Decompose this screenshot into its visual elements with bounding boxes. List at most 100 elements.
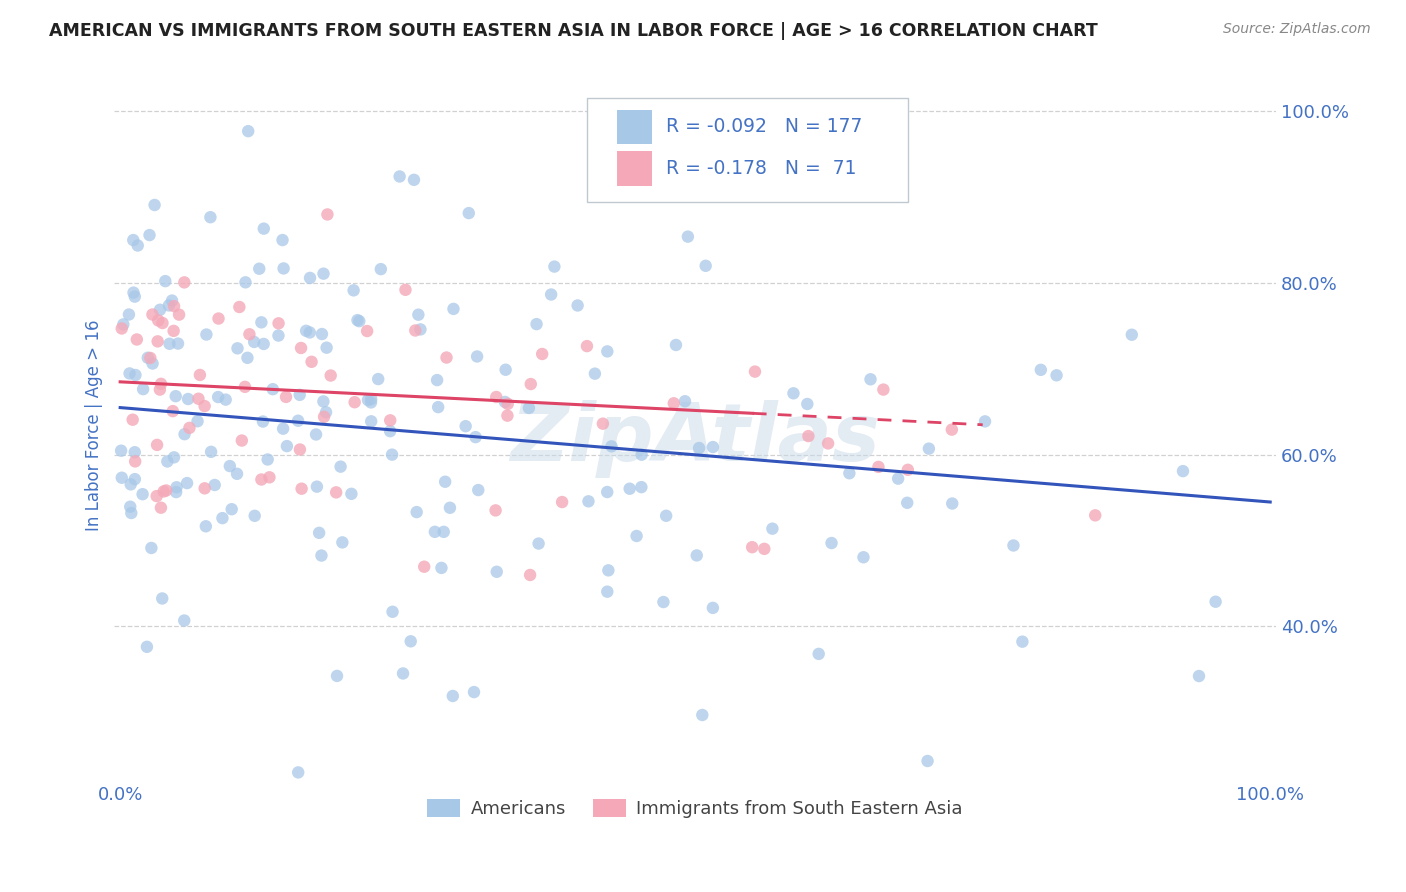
Point — [370, 262, 392, 277]
Point — [626, 529, 648, 543]
Point — [531, 347, 554, 361]
Text: ZipAtlas: ZipAtlas — [510, 400, 880, 478]
Point — [305, 427, 328, 442]
Point — [267, 328, 290, 343]
Point — [291, 482, 314, 496]
Point — [176, 476, 198, 491]
Point — [367, 372, 389, 386]
Point — [896, 496, 918, 510]
Point — [427, 400, 450, 414]
Point — [226, 467, 249, 481]
Point — [796, 397, 818, 411]
Point — [378, 424, 401, 438]
Point — [402, 173, 425, 187]
Point — [149, 500, 172, 515]
Point — [253, 337, 276, 351]
Point — [797, 429, 820, 443]
Point — [138, 228, 160, 243]
Point — [131, 487, 153, 501]
Point — [157, 298, 180, 312]
Point — [163, 299, 186, 313]
Point — [326, 669, 349, 683]
Point — [464, 430, 486, 444]
Point — [820, 536, 842, 550]
Point — [346, 313, 368, 327]
Point — [274, 390, 297, 404]
Point — [253, 221, 276, 235]
Point — [941, 496, 963, 510]
Point — [124, 472, 146, 486]
Point — [259, 470, 281, 484]
Point — [917, 754, 939, 768]
Point — [301, 355, 323, 369]
Point — [298, 271, 321, 285]
Point — [695, 259, 717, 273]
Point — [897, 463, 920, 477]
Point — [692, 708, 714, 723]
Point — [159, 336, 181, 351]
Point — [807, 647, 830, 661]
Point — [111, 471, 134, 485]
Point — [228, 300, 250, 314]
Point — [276, 439, 298, 453]
Point — [305, 480, 328, 494]
Point — [141, 541, 163, 555]
Point — [485, 565, 508, 579]
Point — [543, 260, 565, 274]
Point — [360, 414, 382, 428]
Point — [312, 394, 335, 409]
Point — [316, 207, 339, 221]
Point — [149, 383, 172, 397]
Point — [413, 559, 436, 574]
Point — [141, 308, 163, 322]
Point — [454, 419, 477, 434]
Point — [149, 302, 172, 317]
Point — [357, 392, 380, 407]
Point — [496, 397, 519, 411]
Point — [443, 301, 465, 316]
Point — [236, 351, 259, 365]
FancyBboxPatch shape — [588, 98, 908, 202]
Point — [173, 276, 195, 290]
Point — [430, 561, 453, 575]
Point — [155, 483, 177, 498]
Point — [207, 311, 229, 326]
Point — [187, 392, 209, 406]
Point — [226, 342, 249, 356]
Point — [485, 390, 508, 404]
Point — [132, 382, 155, 396]
Point — [167, 308, 190, 322]
Point — [578, 494, 600, 508]
Point — [124, 445, 146, 459]
Point — [630, 480, 652, 494]
Point — [204, 478, 226, 492]
Point — [111, 321, 134, 335]
Point — [186, 414, 208, 428]
Point — [267, 316, 290, 330]
Point — [868, 459, 890, 474]
Point — [941, 423, 963, 437]
Point — [122, 285, 145, 300]
Point — [567, 298, 589, 312]
Point — [231, 434, 253, 448]
Point — [388, 169, 411, 184]
Point — [852, 550, 875, 565]
Point — [112, 318, 135, 332]
Point — [619, 482, 641, 496]
Point — [519, 568, 541, 582]
Point — [423, 524, 446, 539]
Point — [125, 333, 148, 347]
Point — [179, 421, 201, 435]
Point — [380, 413, 402, 427]
Point — [665, 338, 688, 352]
Point — [409, 322, 432, 336]
Point — [188, 368, 211, 382]
Point — [288, 388, 311, 402]
Point — [527, 536, 550, 550]
Point — [118, 308, 141, 322]
Legend: Americans, Immigrants from South Eastern Asia: Americans, Immigrants from South Eastern… — [420, 791, 970, 825]
Point — [110, 443, 132, 458]
Point — [150, 376, 173, 391]
Point — [381, 605, 404, 619]
Point — [142, 357, 165, 371]
